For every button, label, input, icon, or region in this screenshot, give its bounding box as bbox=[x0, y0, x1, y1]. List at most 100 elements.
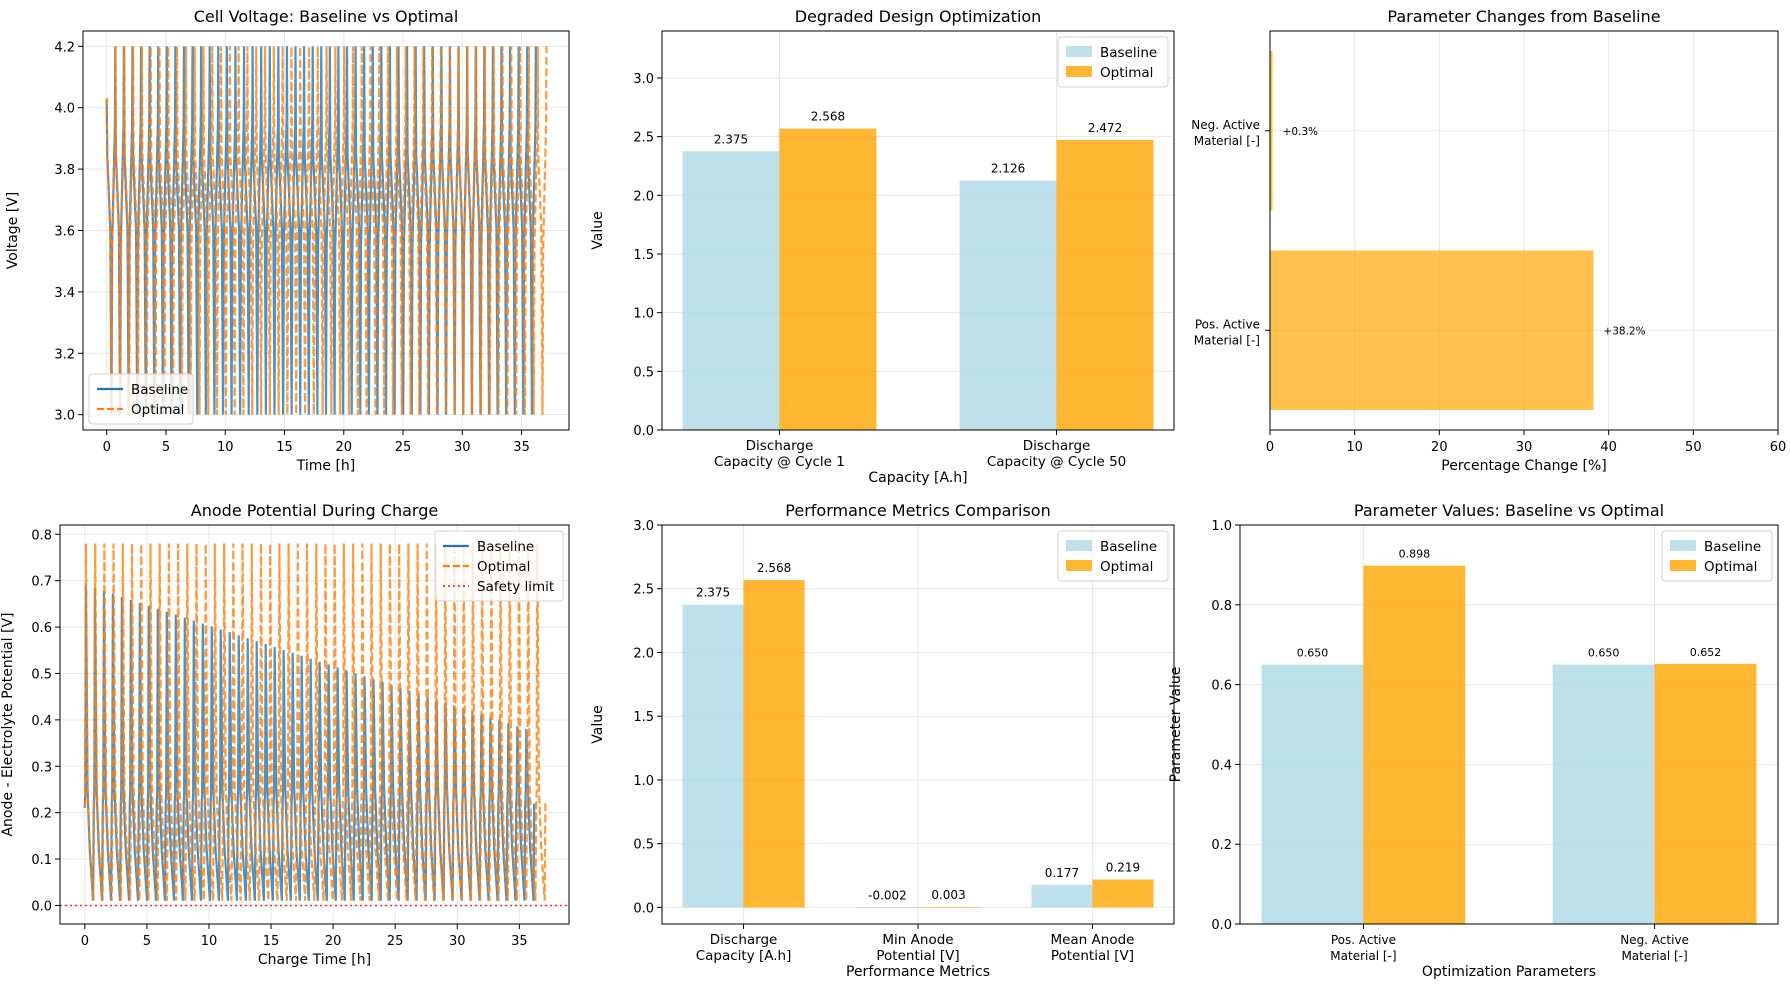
x-tick-label: Potential [V] bbox=[876, 948, 959, 964]
bar-value-label: +38.2% bbox=[1603, 325, 1645, 337]
x-tick-label: 50 bbox=[1685, 440, 1702, 455]
y-tick-label: 3.4 bbox=[54, 286, 75, 301]
y-axis-label: Voltage [V] bbox=[5, 192, 21, 269]
chart-title: Anode Potential During Charge bbox=[191, 501, 438, 520]
y-tick-label: 0.6 bbox=[31, 621, 52, 636]
y-tick-label: 0.4 bbox=[31, 714, 52, 729]
y-tick-label: 3.8 bbox=[54, 163, 75, 178]
y-tick-label: Material [-] bbox=[1194, 134, 1260, 148]
bar-baseline bbox=[959, 180, 1057, 430]
bar-value-label: +0.3% bbox=[1283, 126, 1318, 138]
y-tick-label: 0.8 bbox=[31, 528, 52, 543]
legend-label: Optimal bbox=[1100, 559, 1153, 575]
x-tick-label: 60 bbox=[1770, 440, 1787, 455]
legend-swatch bbox=[1066, 66, 1092, 77]
x-axis-label: Capacity [A.h] bbox=[868, 470, 967, 486]
bar-value-label: 0.219 bbox=[1106, 861, 1140, 875]
y-tick-label: 4.2 bbox=[54, 40, 75, 55]
x-tick-label: 25 bbox=[387, 934, 404, 949]
y-tick-label: Material [-] bbox=[1194, 333, 1260, 347]
legend-swatch bbox=[1670, 560, 1696, 571]
legend-label: Baseline bbox=[1704, 539, 1761, 555]
y-tick-label: 0.2 bbox=[1211, 838, 1232, 853]
y-tick-label: 0.2 bbox=[31, 807, 52, 822]
y-tick-label: Pos. Active bbox=[1195, 317, 1260, 331]
chart-degraded-design: Degraded Design Optimization Capacity [A.… bbox=[590, 7, 1175, 486]
y-axis-label: Value bbox=[590, 211, 606, 249]
legend-label: Optimal bbox=[1704, 559, 1757, 575]
chart-title: Parameter Changes from Baseline bbox=[1387, 7, 1660, 26]
bar-baseline bbox=[1261, 664, 1364, 924]
legend-label: Optimal bbox=[477, 559, 530, 575]
legend-label: Optimal bbox=[131, 402, 184, 418]
x-axis-label: Time [h] bbox=[296, 458, 356, 474]
x-axis-label: Performance Metrics bbox=[846, 964, 990, 980]
x-tick-label: Neg. Active bbox=[1620, 933, 1689, 947]
legend-swatch bbox=[1066, 46, 1092, 57]
x-tick-label: Material [-] bbox=[1330, 949, 1396, 963]
y-tick-label: 3.0 bbox=[633, 519, 654, 534]
bar-value-label: 2.472 bbox=[1088, 121, 1122, 135]
x-tick-label: 0 bbox=[81, 934, 89, 949]
y-tick-label: 1.5 bbox=[633, 248, 654, 263]
bar-value-label: 0.650 bbox=[1297, 647, 1329, 660]
series-optimal-line bbox=[83, 543, 547, 901]
y-tick-label: 3.0 bbox=[54, 409, 75, 424]
y-axis-label: Parameter Value bbox=[1168, 667, 1184, 783]
y-tick-label: 2.0 bbox=[633, 189, 654, 204]
x-tick-label: 35 bbox=[513, 440, 530, 455]
bar-optimal bbox=[743, 580, 805, 908]
legend-box bbox=[434, 530, 564, 602]
legend-label: Baseline bbox=[131, 382, 188, 398]
x-tick-label: Discharge bbox=[1023, 438, 1091, 454]
y-tick-label: 3.6 bbox=[54, 225, 75, 240]
axes-frame bbox=[661, 30, 1175, 431]
bar-value-label: 2.568 bbox=[811, 110, 845, 124]
axes-frame bbox=[661, 524, 1175, 925]
chart-cell-voltage: Cell Voltage: Baseline vs Optimal Time [h… bbox=[5, 7, 570, 474]
series-optimal-line bbox=[105, 46, 548, 415]
bar-optimal bbox=[1056, 139, 1154, 430]
bar-optimal bbox=[1363, 565, 1466, 924]
x-tick-label: Discharge bbox=[746, 438, 814, 454]
bar-baseline bbox=[856, 907, 918, 909]
y-tick-label: 0.6 bbox=[1211, 679, 1232, 694]
x-tick-label: 35 bbox=[511, 934, 528, 949]
bar-baseline bbox=[1552, 664, 1655, 924]
x-tick-label: 10 bbox=[217, 440, 234, 455]
y-tick-label: 0.5 bbox=[31, 667, 52, 682]
x-tick-label: 5 bbox=[143, 934, 151, 949]
y-tick-label: 1.5 bbox=[633, 710, 654, 725]
x-tick-label: Pos. Active bbox=[1331, 933, 1396, 947]
bar-value-label: 0.177 bbox=[1045, 866, 1079, 880]
x-tick-label: Min Anode bbox=[882, 932, 953, 948]
chart-title: Cell Voltage: Baseline vs Optimal bbox=[194, 7, 459, 26]
legend-label: Safety limit bbox=[477, 579, 554, 595]
y-tick-label: 2.5 bbox=[633, 583, 654, 598]
axes-frame bbox=[59, 524, 570, 925]
y-tick-label: 0.0 bbox=[633, 424, 654, 439]
legend-label: Baseline bbox=[477, 539, 534, 555]
bar-value-label: 0.003 bbox=[931, 888, 965, 902]
chart-title: Degraded Design Optimization bbox=[795, 7, 1042, 26]
axes-frame bbox=[1239, 524, 1779, 925]
x-tick-label: 20 bbox=[1431, 440, 1448, 455]
legend-box bbox=[88, 373, 194, 425]
chart-performance-metrics: Performance Metrics Comparison Performanc… bbox=[590, 501, 1175, 980]
y-tick-label: 3.0 bbox=[633, 72, 654, 87]
y-tick-label: 0.7 bbox=[31, 575, 52, 590]
x-tick-label: 15 bbox=[263, 934, 280, 949]
y-tick-label: 4.0 bbox=[54, 102, 75, 117]
chart-parameter-values: Parameter Values: Baseline vs Optimal Opt… bbox=[1168, 501, 1779, 980]
x-tick-label: Capacity @ Cycle 50 bbox=[987, 454, 1126, 470]
y-tick-label: 1.0 bbox=[1211, 519, 1232, 534]
y-tick-label: 0.0 bbox=[31, 899, 52, 914]
chart-parameter-changes: Parameter Changes from Baseline Percentag… bbox=[1191, 7, 1786, 474]
y-tick-label: 0.5 bbox=[633, 365, 654, 380]
x-tick-label: Mean Anode bbox=[1050, 932, 1134, 948]
y-axis-label: Anode - Electrolyte Potential [V] bbox=[0, 612, 16, 836]
bar-baseline bbox=[682, 151, 780, 431]
x-tick-label: 30 bbox=[1516, 440, 1533, 455]
bar-change bbox=[1270, 50, 1273, 211]
